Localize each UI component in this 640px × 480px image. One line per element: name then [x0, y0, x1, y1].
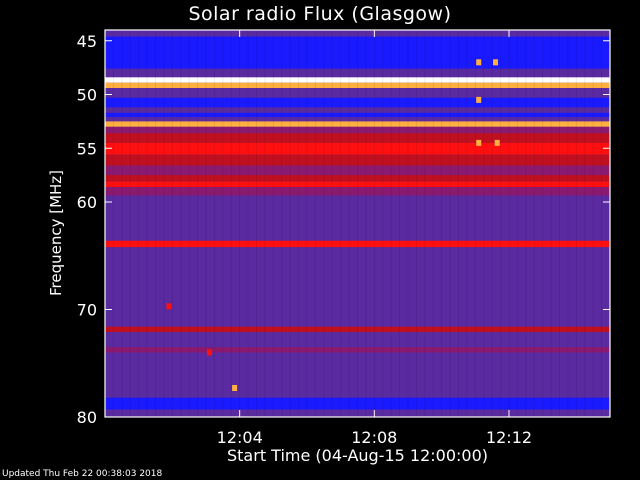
- frequency-band: [105, 409, 610, 417]
- x-axis-label: Start Time (04-Aug-15 12:00:00): [227, 446, 488, 465]
- frequency-band: [105, 187, 610, 196]
- y-tick-label: 50: [77, 86, 97, 105]
- frequency-band: [105, 117, 610, 122]
- chart-title: Solar radio Flux (Glasgow): [188, 3, 452, 25]
- burst-point: [476, 139, 482, 146]
- burst-point: [206, 349, 212, 356]
- frequency-band: [105, 347, 610, 353]
- spectrogram-heatmap: [104, 30, 610, 417]
- frequency-band: [105, 126, 610, 134]
- x-tick-label: 12:08: [351, 428, 397, 447]
- frequency-band: [105, 195, 610, 241]
- frequency-band: [105, 112, 610, 118]
- y-tick-label: 45: [77, 32, 97, 51]
- y-axis: 45 50 55 60 70 80: [77, 32, 610, 427]
- updated-timestamp: Updated Thu Feb 22 00:38:03 2018: [2, 469, 163, 479]
- burst-point: [476, 59, 482, 66]
- x-tick-label: 12:12: [486, 428, 532, 447]
- frequency-band: [105, 247, 610, 327]
- x-axis: 12:04 12:08 12:12: [217, 30, 532, 447]
- frequency-band: [105, 97, 610, 108]
- frequency-band: [105, 397, 610, 410]
- burst-point: [166, 303, 172, 310]
- frequency-band: [105, 133, 610, 143]
- y-tick-label: 55: [77, 139, 97, 158]
- frequency-band: [105, 121, 610, 127]
- frequency-band: [105, 332, 610, 348]
- frequency-band: [105, 326, 610, 333]
- frequency-band: [105, 107, 610, 113]
- y-tick-label: 70: [77, 301, 97, 320]
- frequency-band: [105, 77, 610, 83]
- frequency-band: [105, 154, 610, 166]
- burst-markers: [166, 59, 500, 391]
- plot-frame: [104, 29, 611, 418]
- frequency-band: [105, 82, 610, 89]
- frequency-band: [105, 165, 610, 176]
- x-tick-label: 12:04: [217, 428, 263, 447]
- burst-point: [476, 96, 482, 103]
- y-tick-label: 80: [77, 408, 97, 427]
- burst-point: [232, 385, 238, 391]
- burst-point: [493, 59, 498, 66]
- frequency-band: [105, 88, 610, 98]
- frequency-band: [105, 142, 610, 155]
- frequency-band: [105, 240, 610, 248]
- frequency-band: [105, 36, 610, 69]
- frequency-band: [105, 175, 610, 182]
- y-tick-label: 60: [77, 193, 97, 212]
- frequency-band: [105, 30, 610, 37]
- burst-point: [494, 139, 500, 146]
- frequency-band: [105, 352, 610, 398]
- frequency-band: [105, 181, 610, 187]
- frequency-band: [105, 68, 610, 78]
